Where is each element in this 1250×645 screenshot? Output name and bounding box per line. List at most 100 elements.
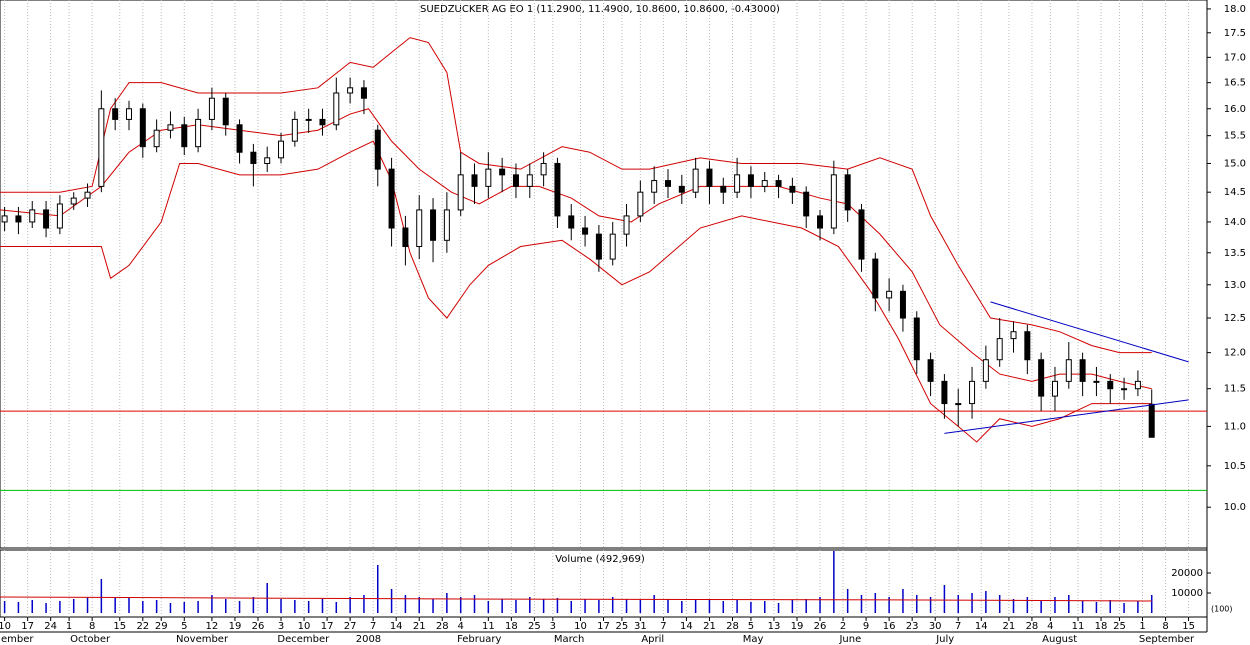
candle-body <box>734 174 741 193</box>
candle-body <box>70 197 77 205</box>
candle-body <box>402 227 409 248</box>
x-tick-label: 7 <box>370 621 376 632</box>
x-tick-label: 15 <box>1182 621 1195 632</box>
candle-body <box>374 129 381 170</box>
x-tick-label: 5 <box>181 621 187 632</box>
candle-body <box>747 174 754 187</box>
x-tick-label: 21 <box>703 621 716 632</box>
candle-body <box>1065 359 1072 382</box>
y-tick-label: 13.5 <box>1224 248 1246 259</box>
candle-body <box>996 338 1003 361</box>
chart-title: SUEDZUCKER AG EO 1 (11.2900, 11.4900, 10… <box>420 4 780 15</box>
candle-body <box>264 157 271 164</box>
x-tick-label: 23 <box>906 621 919 632</box>
candle-body <box>913 317 920 361</box>
candle-body <box>526 174 533 187</box>
candle-body <box>208 97 215 120</box>
candle-body <box>416 209 423 248</box>
candle-body <box>609 233 616 260</box>
x-tick-label: 19 <box>791 621 804 632</box>
candle-body <box>568 215 575 229</box>
x-tick-label: 10 <box>574 621 587 632</box>
trendline <box>944 399 1189 434</box>
candle-body <box>457 174 464 211</box>
candle-body <box>430 209 437 241</box>
candle-body <box>803 191 810 217</box>
candle-body <box>56 203 63 229</box>
x-tick-label: 31 <box>634 621 647 632</box>
candle-body <box>982 359 989 382</box>
month-label: December <box>277 634 330 645</box>
candle-body <box>1107 380 1114 390</box>
y-tick-label: 15.0 <box>1224 158 1246 169</box>
candle-body <box>84 191 91 199</box>
trendline <box>990 301 1189 363</box>
month-label: 2008 <box>356 634 381 645</box>
candle-body <box>388 168 395 229</box>
candle-body <box>98 108 105 187</box>
x-tick-label: 15 <box>113 621 126 632</box>
candle-body <box>319 118 326 126</box>
x-tick-label: 1 <box>1139 621 1145 632</box>
y-tick-label: 11.5 <box>1224 384 1246 395</box>
y-tick-label: 18.0 <box>1224 4 1246 15</box>
candle-body <box>443 209 450 241</box>
candle-body <box>969 380 976 405</box>
candle-body <box>664 180 671 187</box>
y-tick-label: 13.0 <box>1224 280 1246 291</box>
candle-body <box>678 185 685 193</box>
candle-body <box>761 180 768 187</box>
candle-body <box>886 290 893 299</box>
x-tick-label: 21 <box>413 621 426 632</box>
candle-body <box>582 227 589 235</box>
candle-body <box>1010 331 1017 340</box>
candle-body <box>844 174 851 211</box>
x-tick-label: 13 <box>768 621 781 632</box>
month-label: April <box>641 634 664 645</box>
x-tick-label: 25 <box>616 621 629 632</box>
x-tick-label: 14 <box>390 621 403 632</box>
y-tick-label: 17.5 <box>1224 28 1246 39</box>
x-tick-label: 1 <box>66 621 72 632</box>
candle-body <box>360 87 367 99</box>
x-tick-label: 24 <box>44 621 57 632</box>
month-label: August <box>1042 634 1077 645</box>
x-tick-label: 10 <box>298 621 311 632</box>
x-tick-label: 19 <box>229 621 242 632</box>
month-label: ember <box>1 634 34 645</box>
x-tick-label: 18 <box>1095 621 1108 632</box>
candle-body <box>29 209 36 223</box>
candle-body <box>789 185 796 193</box>
y-tick-label: 12.0 <box>1224 348 1246 359</box>
x-tick-label: 10 <box>0 621 11 632</box>
x-tick-label: 12 <box>206 621 219 632</box>
x-tick-label: 17 <box>321 621 334 632</box>
candle-body <box>927 359 934 382</box>
candle-body <box>139 108 146 148</box>
candle-body <box>167 124 174 131</box>
candle-body <box>15 215 22 223</box>
bollinger-band <box>0 140 1152 443</box>
x-tick-label: 2 <box>840 621 846 632</box>
y-tick-label: 16.5 <box>1224 78 1246 89</box>
x-tick-label: 7 <box>660 621 666 632</box>
candle-body <box>830 174 837 229</box>
x-tick-label: 26 <box>814 621 827 632</box>
candle-body <box>333 92 340 126</box>
candle-body <box>291 118 298 142</box>
x-tick-label: 4 <box>457 621 463 632</box>
candle-body <box>181 124 188 148</box>
candle-body <box>637 191 644 217</box>
month-label: June <box>838 634 861 645</box>
y-tick-label: 14.5 <box>1224 187 1246 198</box>
x-tick-label: 29 <box>155 621 168 632</box>
x-tick-label: 18 <box>505 621 518 632</box>
candle-body <box>899 290 906 319</box>
candle-body <box>485 168 492 187</box>
candle-body <box>941 380 948 405</box>
month-label: November <box>176 634 229 645</box>
candle-body <box>1 215 8 223</box>
candle-body <box>125 108 132 120</box>
volume-title: Volume (492,969) <box>555 554 645 565</box>
x-tick-label: 28 <box>1026 621 1039 632</box>
